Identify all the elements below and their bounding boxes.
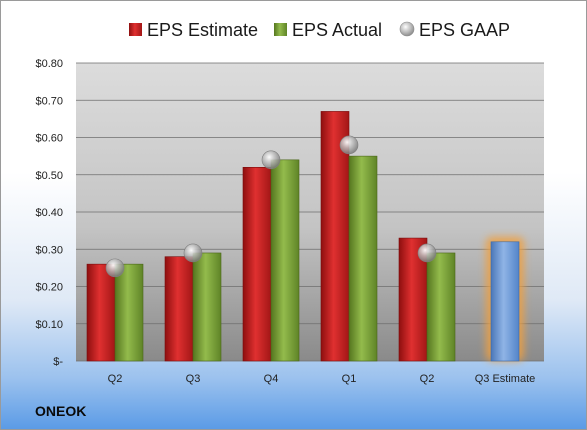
- legend-swatch-estimate: [129, 23, 142, 36]
- bar-eps-estimate: [86, 263, 116, 362]
- legend: EPS Estimate EPS Actual EPS GAAP: [129, 20, 510, 40]
- gaap-marker: [183, 243, 203, 263]
- bar-eps-actual: [114, 263, 144, 362]
- legend-label-actual: EPS Actual: [292, 20, 382, 40]
- x-tick-label: Q4: [264, 373, 279, 385]
- bar-eps-actual: [348, 155, 378, 362]
- legend-label-gaap: EPS GAAP: [419, 20, 510, 40]
- legend-item-estimate: EPS Estimate: [129, 20, 258, 40]
- bar-eps-estimate: [320, 111, 350, 362]
- legend-label-estimate: EPS Estimate: [147, 20, 258, 40]
- x-tick-label: Q3: [186, 373, 201, 385]
- y-tick-label: $0.30: [35, 244, 63, 256]
- bar-eps-estimate: [242, 167, 272, 362]
- y-tick-label: $0.10: [35, 319, 63, 331]
- bar-eps-actual: [426, 252, 456, 362]
- gaap-marker: [339, 135, 359, 155]
- bars: [86, 111, 524, 362]
- x-axis-labels: Q2 Q3 Q4 Q1 Q2 Q3 Estimate: [108, 373, 536, 385]
- y-tick-label: $0.60: [35, 133, 63, 145]
- y-tick-label: $0.40: [35, 207, 63, 219]
- y-tick-label: $0.80: [35, 58, 63, 70]
- y-tick-label: $0.70: [35, 95, 63, 107]
- legend-swatch-actual: [274, 23, 287, 36]
- y-tick-label: $0.20: [35, 282, 63, 294]
- gaap-marker: [261, 150, 281, 170]
- legend-item-actual: EPS Actual: [274, 20, 382, 40]
- bar-eps-estimate: [164, 256, 194, 362]
- y-tick-label: $-: [53, 356, 63, 368]
- gridlines: [76, 62, 544, 362]
- legend-item-gaap: EPS GAAP: [399, 20, 510, 40]
- x-tick-label: Q2: [108, 373, 123, 385]
- company-name: ONEOK: [35, 403, 87, 419]
- x-tick-label: Q3 Estimate: [475, 373, 536, 385]
- gaap-marker: [105, 258, 125, 278]
- bar-eps-estimate-forecast: [490, 241, 520, 362]
- legend-swatch-gaap: [399, 21, 415, 37]
- bar-eps-actual: [270, 159, 300, 362]
- bar-eps-estimate: [398, 237, 428, 362]
- y-tick-label: $0.50: [35, 170, 63, 182]
- gaap-marker: [417, 243, 437, 263]
- gaap-markers: [105, 135, 437, 278]
- bar-eps-actual: [192, 252, 222, 362]
- x-tick-label: Q2: [420, 373, 435, 385]
- y-axis-ticks: $- $0.10 $0.20 $0.30 $0.40 $0.50 $0.60 $0.70 $0.…: [35, 58, 63, 368]
- x-tick-label: Q1: [342, 373, 357, 385]
